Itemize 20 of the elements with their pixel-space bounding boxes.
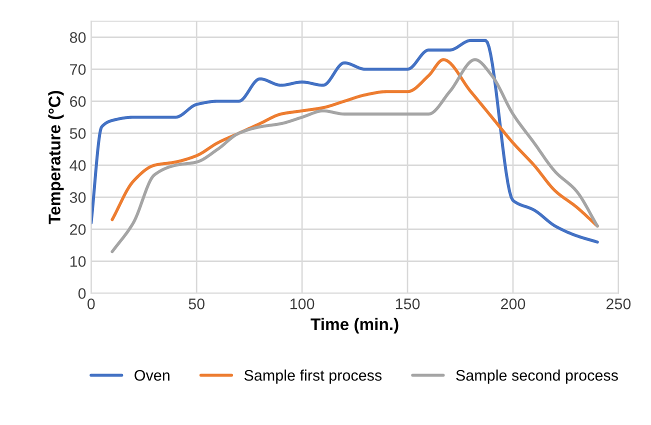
y-tick-label: 20: [70, 224, 86, 235]
y-tick-label: 40: [70, 160, 86, 171]
y-tick-label: 80: [70, 32, 86, 43]
y-tick-label: 50: [70, 128, 86, 139]
x-tick-label: 0: [87, 298, 95, 310]
legend-label: Oven: [134, 370, 170, 381]
y-tick-label: 10: [70, 256, 86, 267]
legend-label: Sample second process: [456, 370, 618, 384]
x-tick-label: 200: [501, 298, 526, 310]
x-tick-label: 50: [188, 298, 204, 310]
y-tick-label: 70: [70, 64, 86, 75]
x-tick-label: 250: [606, 298, 631, 310]
y-tick-label: 60: [70, 96, 86, 107]
y-tick-label: 0: [78, 288, 86, 299]
legend-label: Sample first process: [244, 370, 382, 384]
x-tick-label: 100: [290, 298, 314, 310]
x-tick-label: 150: [396, 298, 420, 310]
x-axis-title: Time (min.): [310, 318, 398, 334]
y-tick-label: 30: [70, 192, 86, 203]
y-axis-title: Temperature (°C): [48, 90, 64, 224]
